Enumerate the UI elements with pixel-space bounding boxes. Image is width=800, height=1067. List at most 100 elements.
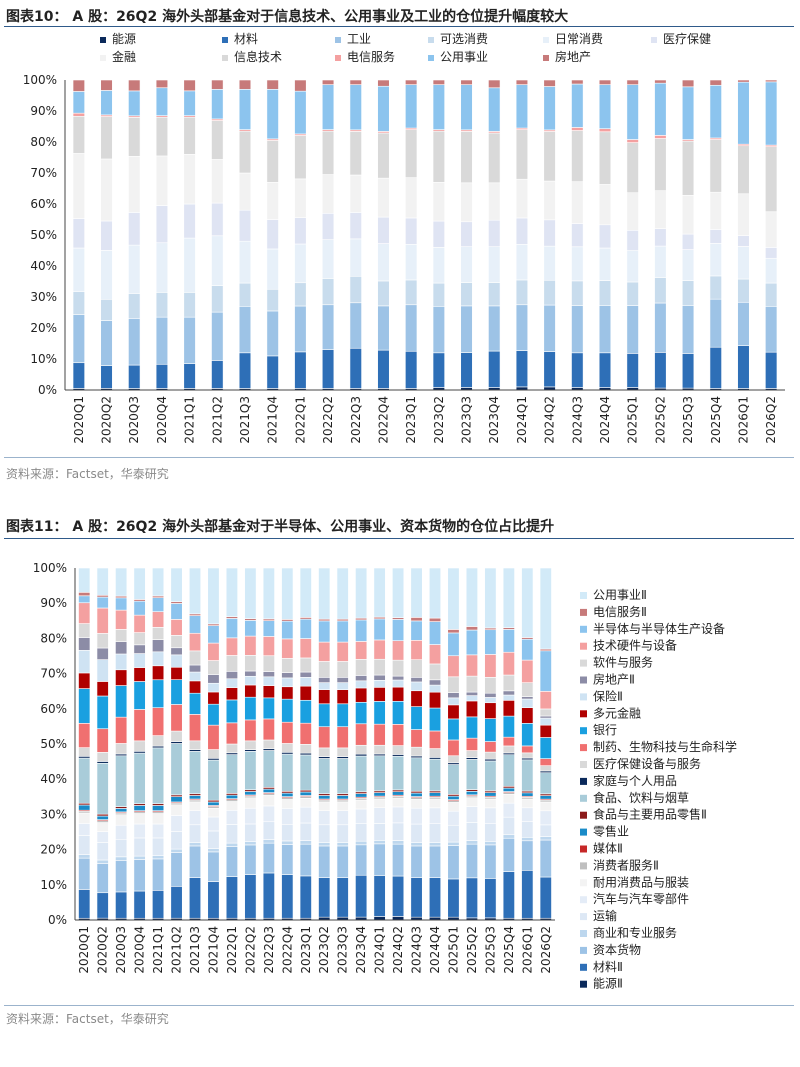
bar-segment — [281, 620, 294, 640]
figure-2-source: 资料来源：Factset，华泰研究 — [6, 1012, 169, 1026]
bar-segment — [626, 353, 639, 388]
bar-segment — [225, 678, 238, 688]
bar-segment — [598, 84, 612, 129]
bar-segment — [410, 877, 423, 918]
bar-segment — [765, 247, 778, 259]
bar-segment — [299, 806, 312, 824]
bar-segment — [170, 886, 183, 919]
bar-segment — [128, 156, 141, 213]
bar-segment — [96, 647, 109, 660]
bar-segment — [152, 858, 165, 891]
bar-segment — [484, 567, 497, 629]
bar-segment — [336, 641, 349, 662]
y-tick-label: 20% — [30, 321, 57, 335]
bar-segment — [225, 618, 238, 639]
x-tick-label: 2020Q4 — [155, 396, 169, 444]
bar-segment — [392, 791, 405, 796]
bar-segment — [78, 757, 91, 804]
y-tick-label: 100% — [33, 561, 67, 575]
bar-segment — [281, 743, 294, 753]
bar-segment — [626, 142, 639, 194]
bar-segment — [207, 642, 220, 661]
bar-segment — [521, 659, 534, 683]
bar-segment — [355, 874, 368, 918]
bar-segment — [432, 220, 445, 248]
bar-segment — [170, 635, 183, 649]
bar-segment — [355, 808, 368, 824]
bar-segment — [115, 755, 128, 807]
bar-segment — [571, 130, 584, 182]
bar-segment — [392, 679, 405, 688]
bar-segment — [188, 842, 202, 847]
bar-segment — [152, 665, 165, 681]
legend-swatch — [335, 55, 341, 61]
bar-segment — [737, 246, 750, 280]
bar-segment — [244, 874, 257, 919]
legend-swatch — [428, 37, 434, 43]
bar-segment — [72, 153, 85, 219]
bar-segment — [96, 633, 109, 649]
bar-segment — [765, 351, 778, 389]
bar-segment — [336, 758, 349, 795]
bar-segment — [654, 135, 667, 139]
bar-segment — [392, 724, 405, 746]
bar-segment — [484, 751, 497, 760]
bar-segment — [299, 677, 312, 687]
bar-segment — [737, 193, 750, 236]
bar-segment — [539, 876, 552, 919]
bar-segment — [521, 638, 534, 661]
bar-segment — [262, 795, 275, 807]
bar-segment — [539, 801, 552, 812]
bar-segment — [626, 84, 639, 140]
bar-segment — [502, 871, 515, 919]
bar-segment — [410, 659, 423, 678]
bar-segment — [355, 687, 368, 703]
y-tick-label: 50% — [40, 737, 67, 751]
bar-segment — [96, 659, 109, 682]
bar-segment — [262, 718, 275, 741]
bar-segment — [465, 716, 478, 739]
legend-swatch — [580, 913, 587, 921]
bar-segment — [78, 804, 91, 811]
bar-segment — [681, 195, 695, 235]
bar-segment — [405, 244, 418, 281]
bar-segment — [392, 675, 405, 681]
bar-segment — [460, 84, 473, 131]
bar-segment — [737, 345, 750, 389]
bar-segment — [392, 822, 405, 841]
bar-segment — [152, 890, 165, 919]
bar-segment — [410, 823, 423, 843]
bar-segment — [428, 567, 442, 619]
bar-segment — [133, 740, 146, 752]
bar-segment — [336, 877, 349, 918]
legend-swatch — [580, 761, 587, 768]
bar-segment — [626, 230, 639, 251]
bar-segment — [355, 799, 368, 810]
bar-segment — [152, 747, 165, 805]
bar-segment — [72, 247, 85, 292]
y-tick-label: 0% — [38, 383, 57, 397]
bar-segment — [521, 682, 534, 697]
bar-segment — [484, 692, 497, 698]
bar-segment — [373, 744, 386, 755]
bar-segment — [465, 797, 478, 807]
bar-segment — [188, 740, 202, 750]
bar-segment — [654, 277, 667, 304]
legend-label: 软件与服务 — [593, 655, 653, 670]
legend-label: 公用事业Ⅱ — [593, 588, 647, 602]
bar-segment — [78, 747, 91, 757]
bar-segment — [521, 798, 534, 809]
bar-segment — [262, 842, 275, 874]
bar-segment — [115, 743, 128, 755]
x-tick-label: 2023Q3 — [460, 396, 474, 444]
bar-segment — [447, 824, 460, 843]
bar-segment — [539, 715, 552, 719]
x-tick-label: 2022Q2 — [321, 396, 335, 444]
bar-segment — [515, 79, 529, 85]
legend-swatch — [651, 37, 657, 43]
bar-segment — [465, 750, 478, 758]
bar-segment — [115, 669, 128, 686]
bar-segment — [96, 815, 109, 820]
y-tick-label: 60% — [40, 702, 67, 716]
legend-label: 能源 — [112, 32, 136, 46]
